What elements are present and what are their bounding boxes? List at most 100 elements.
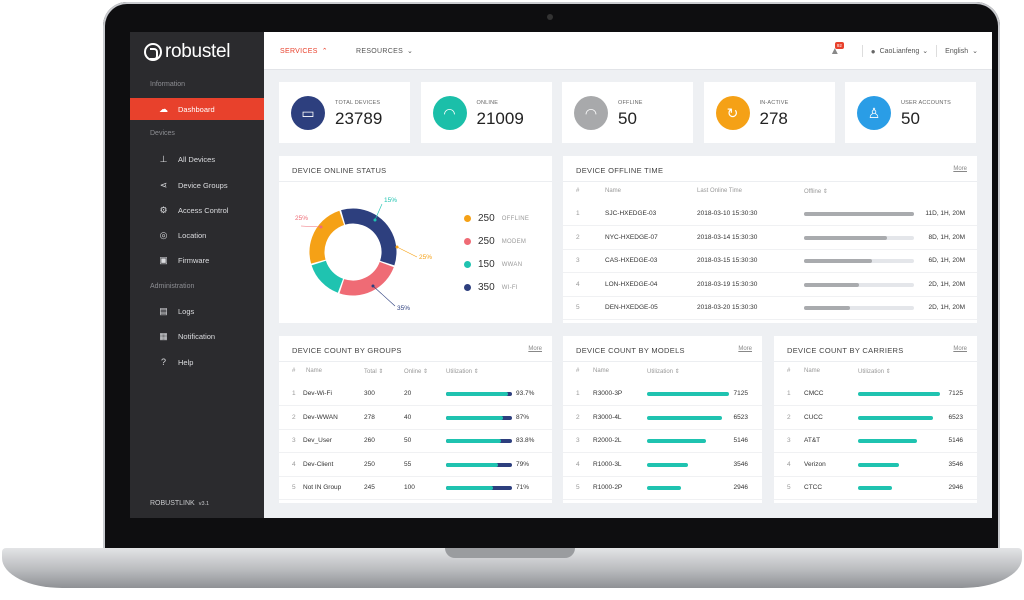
sidebar-item-access-control[interactable]: ⚙ Access Control (130, 199, 264, 221)
table-row[interactable]: 1 R3000-3P 7125 (563, 382, 762, 406)
top-right-controls: ▲ 92 ● CaoLianfeng ⌄ English ⌄ (830, 32, 978, 70)
legend-name: WI-FI (501, 284, 518, 291)
nav-resources[interactable]: RESOURCES ⌄ (356, 32, 413, 70)
table-row[interactable]: 4 Verizon 3546 (774, 453, 977, 477)
table-row[interactable]: 3 R2000-2L 5146 (563, 429, 762, 453)
col-header-sortable[interactable]: Utilization ⇕ (647, 368, 680, 375)
sidebar-item-all-devices[interactable]: ⊥ All Devices (130, 148, 264, 170)
bell-icon[interactable]: ▲ 92 (829, 41, 844, 57)
row-index: 5 (576, 304, 580, 311)
utilization-bar-fill (446, 462, 499, 467)
col-header-sortable[interactable]: Online ⇕ (404, 368, 428, 375)
offline-duration: 2D, 1H, 20M (928, 280, 966, 288)
offline-bar-fill (804, 306, 851, 310)
more-link[interactable]: More (738, 346, 752, 352)
table-row[interactable]: 5 R1000-2P 2946 (563, 476, 762, 500)
table-row[interactable]: 2 Dev-WWAN 278 40 87% (279, 406, 552, 430)
table-row[interactable]: 4 R1000-3L 3546 (563, 453, 762, 477)
table-row[interactable]: 1 SJC-HXEDGE-03 2018-03-10 15:30:30 11D, 1H… (563, 202, 977, 226)
item-count: 5146 (948, 437, 963, 444)
col-header-sortable[interactable]: Utilization ⇕ (446, 368, 479, 375)
table-row[interactable]: 3 CAS-HXEDGE-03 2018-03-15 15:30:30 6D, 1H,… (563, 249, 977, 273)
table-row[interactable]: 2 R3000-4L 6523 (563, 406, 762, 430)
product-name: ROBUSTLINK (150, 500, 195, 507)
col-header-sortable[interactable]: Utilization ⇕ (858, 368, 891, 375)
brand-logo[interactable]: robustel (144, 41, 231, 62)
sidebar-item-logs[interactable]: ▤ Logs (130, 300, 264, 322)
more-link[interactable]: More (953, 166, 967, 172)
item-count: 2946 (733, 484, 748, 491)
table-row[interactable]: 1 Dev-Wi-Fi 300 20 93.7% (279, 382, 552, 406)
language-select[interactable]: English ⌄ (945, 47, 978, 56)
table-row[interactable]: 3 AT&T 5146 (774, 429, 977, 453)
item-count: 7125 (733, 390, 748, 397)
device-name: CAS-HXEDGE-03 (605, 257, 658, 264)
col-header-sortable[interactable]: Total ⇕ (364, 368, 383, 375)
sidebar-item-help[interactable]: ? Help (130, 351, 264, 373)
user-menu[interactable]: ● CaoLianfeng ⌄ (871, 47, 928, 56)
notification-icon: ▦ (159, 330, 168, 341)
item-count: 7125 (948, 390, 963, 397)
table-row[interactable]: 1 CMCC 7125 (774, 382, 977, 406)
camera (547, 14, 553, 20)
item-name: CTCC (804, 484, 823, 491)
last-online-time: 2018-03-20 15:30:30 (697, 304, 758, 311)
offline-bar-fill (804, 282, 859, 287)
stat-card[interactable]: ◠ OFFLINE 50 (562, 82, 693, 143)
stat-card[interactable]: ↻ IN-ACTIVE 278 (703, 82, 835, 143)
more-link[interactable]: More (953, 346, 967, 352)
stat-card[interactable]: ◠ ONLINE 21009 (420, 82, 552, 143)
legend-dot (464, 215, 471, 222)
callout-label: 15% (384, 197, 397, 204)
table-row[interactable]: 4 Dev-Client 250 55 79% (279, 453, 552, 477)
stat-card[interactable]: ♙ USER ACCOUNTS 50 (845, 82, 976, 143)
stat-card[interactable]: ▭ TOTAL DEVICES 23789 (279, 82, 410, 143)
count-bar (858, 392, 940, 396)
col-header-sortable[interactable]: Offline ⇕ (804, 188, 828, 195)
row-index: 2 (292, 413, 296, 421)
utilization-pct: 79% (516, 460, 530, 468)
row-index: 3 (576, 437, 580, 444)
count-bar (647, 439, 729, 443)
card-header: DEVICE ONLINE STATUS (279, 156, 552, 182)
more-link[interactable]: More (528, 346, 542, 352)
item-name: AT&T (804, 437, 821, 444)
sidebar-item-label: Device Groups (178, 180, 228, 190)
item-count: 6523 (948, 413, 963, 421)
group-total: 250 (364, 460, 375, 468)
sort-icon: ⇕ (423, 369, 429, 375)
sidebar-item-device-groups[interactable]: ⋖ Device Groups (130, 174, 264, 196)
sidebar-item-firmware[interactable]: ▣ Firmware (130, 249, 264, 271)
nav-services[interactable]: SERVICES ⌃ (280, 32, 328, 70)
offline-time-card: DEVICE OFFLINE TIME More # Name Last Onl… (563, 156, 977, 323)
col-header: Last Online Time (697, 188, 743, 194)
group-name: Dev-WWAN (303, 413, 338, 421)
offline-bar (804, 282, 914, 287)
item-name: R2000-2L (593, 437, 622, 444)
table-row[interactable]: 2 CUCC 6523 (774, 406, 977, 430)
notification-badge: 92 (834, 41, 844, 49)
sidebar-item-notification[interactable]: ▦ Notification (130, 325, 264, 347)
legend-value: 150 (478, 259, 495, 270)
col-header-label: Total (364, 369, 377, 375)
count-bar (647, 392, 729, 396)
sidebar: robustel Information ☁ Dashboard Devices… (130, 32, 264, 518)
sidebar-item-location[interactable]: ◎ Location (130, 224, 264, 246)
sidebar-item-dashboard[interactable]: ☁ Dashboard (130, 98, 264, 120)
table-row[interactable]: 4 LON-HXEDGE-04 2018-03-19 15:30:30 2D, 1H,… (563, 273, 977, 297)
table-row[interactable]: 2 NYC-HXEDGE-07 2018-03-14 15:30:30 8D, 1H,… (563, 226, 977, 250)
table-row[interactable]: 3 Dev_User 260 50 83.8% (279, 429, 552, 453)
sidebar-item-label: Notification (178, 331, 216, 341)
count-bar-fill (858, 462, 899, 467)
offline-bar (804, 212, 914, 216)
callout-dot (395, 245, 399, 249)
table-row[interactable]: 5 CTCC 2946 (774, 476, 977, 500)
row-index: 5 (576, 484, 580, 491)
count-bar (647, 486, 729, 490)
group-total: 260 (364, 437, 375, 444)
table-row[interactable]: 5 DEN-HXEDGE-05 2018-03-20 15:30:30 2D, 1H,… (563, 296, 977, 320)
last-online-time: 2018-03-14 15:30:30 (697, 233, 758, 241)
offline-bar-fill (804, 259, 873, 263)
table-row[interactable]: 5 Not IN Group 245 100 71% (279, 476, 552, 500)
legend-name: OFFLINE (501, 215, 530, 222)
